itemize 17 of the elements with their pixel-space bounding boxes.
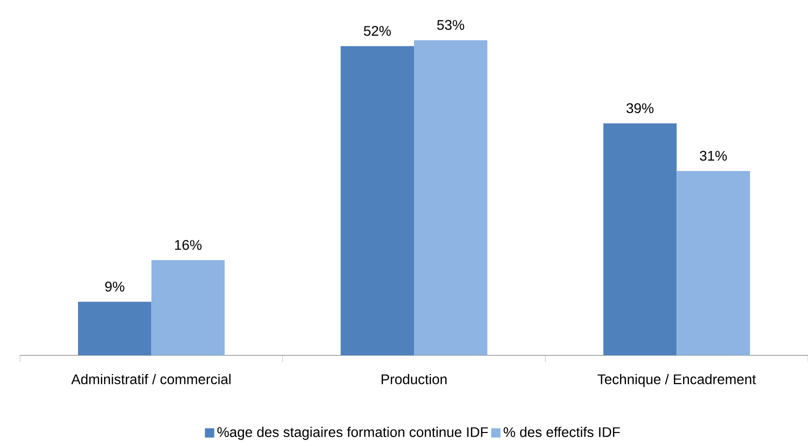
legend-label: % des effectifs IDF: [504, 426, 620, 438]
data-label: 39%: [626, 103, 654, 114]
x-tick-label: Administratif / commercial: [71, 374, 231, 384]
data-label: 31%: [700, 150, 727, 161]
bar: [603, 123, 677, 356]
data-label: 9%: [105, 282, 124, 292]
data-label: 16%: [175, 240, 202, 250]
bar: [340, 46, 414, 356]
bar: [414, 40, 488, 356]
x-tick-label: Production: [382, 374, 447, 384]
data-label: 52%: [364, 26, 391, 36]
bar: [78, 302, 152, 356]
bar: [676, 170, 750, 356]
x-tick-label: Technique / Encadrement: [598, 374, 756, 387]
legend-label: %age des stagiaires formation continue IDF: [217, 426, 488, 440]
data-label: 53%: [437, 20, 464, 30]
bar: [151, 260, 225, 356]
